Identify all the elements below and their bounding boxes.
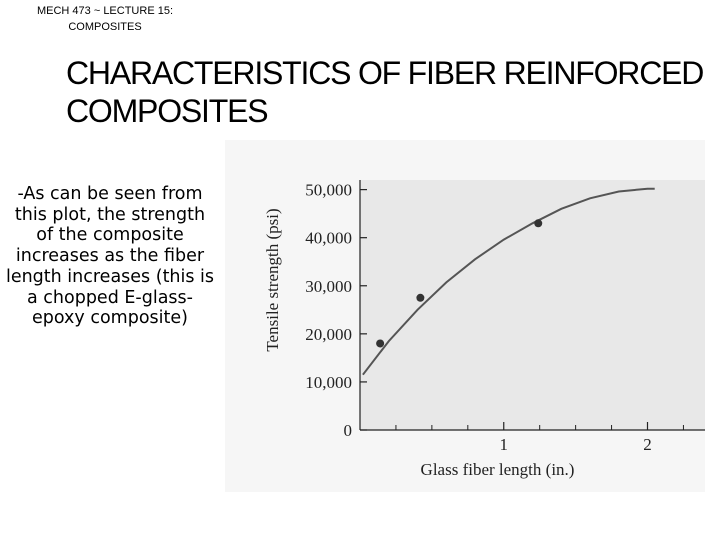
plot-area	[360, 180, 705, 430]
figure-panel: 0 10,000 20,000 30,000 40,000 50,000 1 2 Glass f…	[225, 140, 705, 492]
tensile-strength-chart: 0 10,000 20,000 30,000 40,000 50,000 1 2 Glass f…	[225, 140, 705, 492]
strength-curve	[362, 187, 655, 376]
y-tick-label: 50,000	[305, 181, 352, 200]
x-axis-label: Glass fiber length (in.)	[421, 460, 575, 479]
x-tick-label: 2	[643, 435, 652, 454]
lecture-topic: COMPOSITES	[68, 21, 142, 33]
y-axis-label: Tensile strength (psi)	[263, 208, 282, 351]
data-point	[376, 339, 385, 348]
y-tick-label: 20,000	[305, 325, 352, 344]
y-tick-label: 30,000	[305, 277, 352, 296]
y-tick-label: 40,000	[305, 229, 352, 248]
data-point	[534, 219, 543, 228]
slide-body-text: -As can be seen from this plot, the stre…	[5, 184, 215, 329]
slide-title: CHARACTERISTICS OF FIBER REINFORCED COMP…	[66, 55, 704, 129]
course-code: MECH 473 ~ LECTURE 15:	[36, 5, 174, 17]
data-point	[416, 293, 425, 302]
x-tick-label: 1	[500, 435, 509, 454]
y-tick-label: 10,000	[305, 373, 352, 392]
y-tick-label: 0	[344, 421, 353, 440]
course-header: MECH 473 ~ LECTURE 15: COMPOSITES	[0, 3, 210, 35]
